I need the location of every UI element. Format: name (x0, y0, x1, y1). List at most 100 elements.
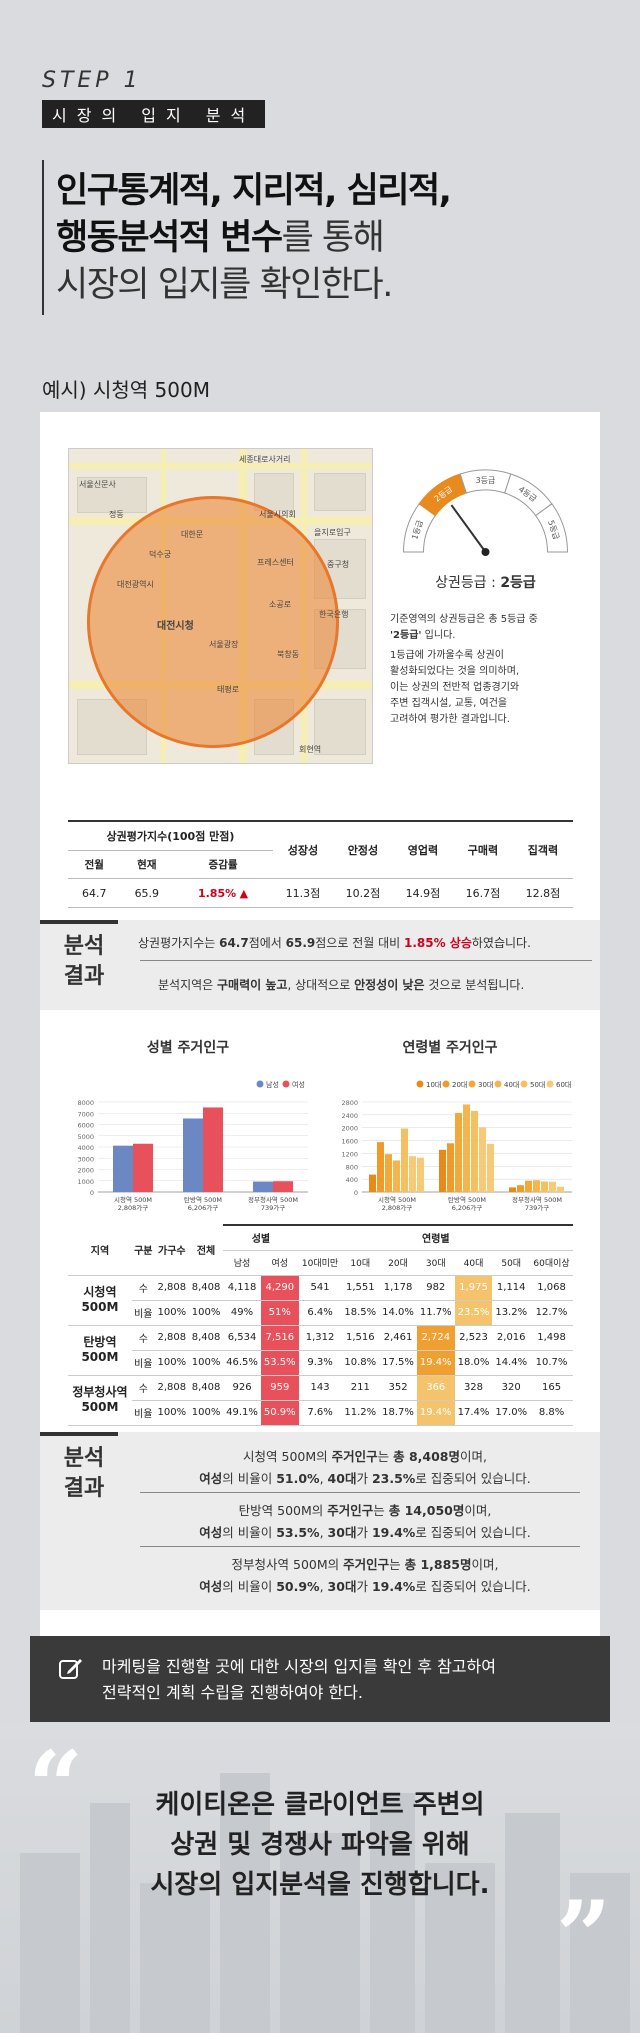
bar-male (183, 1118, 203, 1192)
table-row: 시청역 500M 수 2,808 8,408 4,118 4,290 541 1,551 1… (68, 1275, 573, 1326)
age-bar (517, 1185, 524, 1192)
gender-chart: 0 1000 2000 3000 4000 5000 6000 7000 8000 시청역 500… (77, 1080, 308, 1212)
bar-female (273, 1181, 293, 1192)
population-table: 지역 구분 가구수 전체 성별 연령별 남성 여성 10대미만 10대 20대 30대 4… (68, 1224, 573, 1426)
x-category-sub-label: 6,206가구 (188, 1203, 219, 1212)
note-text: 마케팅을 진행할 곳에 대한 시장의 입지를 확인 후 참고하여 전략적인 계획… (102, 1657, 496, 1702)
y-tick-label: 1200 (341, 1150, 358, 1158)
legend-label: 30대 (478, 1081, 493, 1089)
y-tick-label: 0 (354, 1189, 358, 1197)
map-label: 대전광역시 (117, 580, 154, 589)
y-tick-label: 3000 (77, 1155, 94, 1163)
headline-divider (42, 160, 44, 315)
closing-section (0, 1722, 640, 2033)
age-bar (393, 1160, 400, 1192)
closing-text: 케이티온은 클라이언트 주변의 상권 및 경쟁사 파악을 위해 시장의 입지분석… (150, 1790, 490, 1900)
y-tick-label: 7000 (77, 1110, 94, 1118)
result2-item1-line2: 여성의 비율이 51.0%, 40대가 23.5%로 집중되어 있습니다. (199, 1471, 531, 1486)
map-label: 회현역 (299, 745, 322, 754)
y-tick-label: 2000 (77, 1167, 94, 1175)
step-label: STEP 1 (42, 68, 142, 93)
headline-line1: 인구통계적, 지리적, 심리적, (56, 171, 452, 211)
y-tick-label: 5000 (77, 1133, 94, 1141)
map-label: 을지로입구 (314, 528, 351, 537)
legend-label: 50대 (530, 1081, 545, 1089)
headline-line2-rest: 를 통해 (281, 218, 385, 258)
bar-female (133, 1143, 153, 1192)
map-label: 북창동 (277, 650, 300, 659)
bar-female (203, 1107, 223, 1192)
bar-male (253, 1181, 273, 1192)
age-bar (487, 1143, 494, 1192)
age-chart: 0 400 800 1200 1600 2000 2400 2800 시청역 500M2,808… (341, 1080, 572, 1212)
age-bar (369, 1174, 376, 1192)
result1-line2: 분석지역은 구매력이 높고, 상대적으로 안정성이 낮은 것으로 분석됩니다. (158, 978, 525, 992)
map-label: 서울광장 (209, 640, 239, 649)
table-row: 비율 100% 100% 49.1% 50.9% 7.6% 11.2% 18.7% 19.4… (68, 1400, 573, 1426)
y-tick-label: 6000 (77, 1122, 94, 1130)
map-label: 한국은행 (319, 610, 349, 619)
y-tick-label: 0 (90, 1189, 94, 1197)
legend-swatch (520, 1080, 528, 1088)
age-bar (455, 1112, 462, 1192)
map-label: 서울시의회 (259, 510, 296, 519)
x-category-sub-label: 6,206가구 (452, 1203, 483, 1212)
x-category-label: 정부청사역 500M (512, 1195, 562, 1204)
result2-item2-line2: 여성의 비율이 53.5%, 30대가 19.4%로 집중되어 있습니다. (199, 1525, 531, 1540)
map-label: 중구청 (327, 560, 350, 569)
result-band-2: 분석 결과 시청역 500M의 주거인구는 총 8,408명이며, 여성의 비율이… (40, 1432, 600, 1610)
edit-icon (59, 1659, 82, 1679)
map-label: 정동 (109, 510, 124, 519)
age-bar (439, 1149, 446, 1192)
result2-item3-line1: 정부청사역 500M의 주거인구는 총 1,885명이며, (231, 1557, 499, 1572)
legend-swatch (256, 1080, 264, 1088)
headline: 인구통계적, 지리적, 심리적, 행동분석적 변수를 통해 시장의 입지를 확인… (56, 168, 452, 309)
gauge-segment (534, 503, 569, 553)
table-row: 비율 100% 100% 46.5% 53.5% 9.3% 10.8% 17.5% 19.4… (68, 1350, 573, 1376)
age-bar (557, 1186, 564, 1192)
open-quote-icon: “ (28, 1730, 84, 1843)
legend-swatch (468, 1080, 476, 1088)
age-bar (549, 1181, 556, 1192)
evaluation-table: 상권평가지수(100점 만점) 성장성 안정성 영업력 구매력 집객력 전월 현… (68, 820, 573, 908)
map-label: 태평로 (217, 685, 240, 694)
age-bar (471, 1110, 478, 1192)
map-label: 소공로 (269, 600, 292, 609)
map-label: 대전시청 (157, 621, 194, 632)
x-category-sub-label: 2,808가구 (118, 1203, 149, 1212)
x-category-label: 탄방역 500M (184, 1195, 222, 1204)
age-bar (541, 1181, 548, 1192)
close-quote-icon: ” (556, 1880, 612, 1993)
area-map: 세종대로사거리 서울신문사 대한문 덕수궁 서울시의회 대전시청 프레스센터 을… (68, 448, 373, 764)
age-bar (463, 1104, 470, 1192)
table-row: 탄방역 500M 수 2,808 8,408 6,534 7,516 1,312 1,51… (68, 1325, 573, 1376)
legend-label: 40대 (504, 1081, 519, 1089)
gauge-grade-label: 3등급 (476, 476, 496, 485)
result1-line1: 상권평가지수는 64.7점에서 65.9점으로 전월 대비 1.85% 상승하였… (138, 936, 531, 950)
age-bar (417, 1157, 424, 1192)
step-subtitle: 시장의 입지 분석 (42, 100, 266, 128)
legend-label: 20대 (452, 1081, 467, 1089)
x-category-label: 시청역 500M (378, 1195, 416, 1204)
y-tick-label: 4000 (77, 1144, 94, 1152)
y-tick-label: 8000 (77, 1099, 94, 1107)
map-label: 세종대로사거리 (239, 455, 291, 464)
legend-label: 여성 (292, 1080, 305, 1089)
age-bar (401, 1128, 408, 1192)
legend-swatch (546, 1080, 554, 1088)
map-label: 덕수궁 (149, 550, 172, 559)
result-band-1: 분석 결과 상권평가지수는 64.7점에서 65.9점으로 전월 대비 1.85%… (40, 920, 600, 1010)
age-chart-title: 연령별 주거인구 (402, 1040, 498, 1056)
y-tick-label: 2000 (341, 1125, 358, 1133)
result-label: 분석 결과 (63, 934, 105, 989)
result2-item2-line1: 탄방역 500M의 주거인구는 총 14,050명이며, (238, 1503, 492, 1518)
x-category-sub-label: 2,808가구 (382, 1203, 413, 1212)
x-category-label: 시청역 500M (114, 1195, 152, 1204)
x-category-label: 탄방역 500M (448, 1195, 486, 1204)
gender-chart-title: 성별 주거인구 (146, 1040, 230, 1056)
analysis-card: 세종대로사거리 서울신문사 대한문 덕수궁 서울시의회 대전시청 프레스센터 을… (40, 412, 600, 1642)
up-arrow-icon: ▲ (239, 886, 249, 900)
x-category-sub-label: 739가구 (525, 1203, 549, 1212)
y-tick-label: 2400 (341, 1112, 358, 1120)
